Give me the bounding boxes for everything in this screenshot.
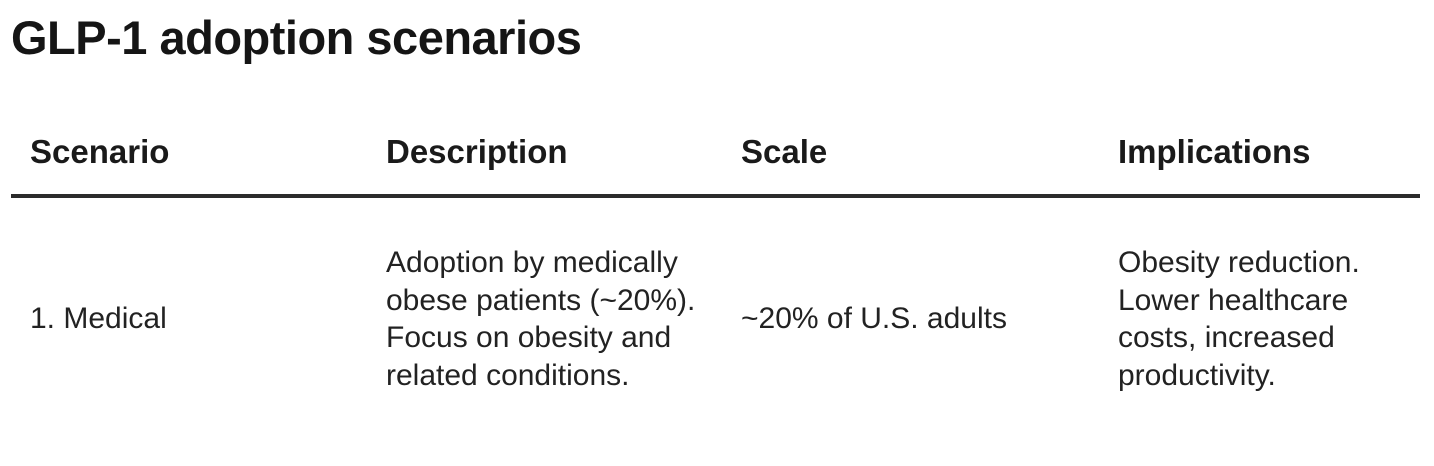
table-body: 1. Medical Adoption by medically obese p… (11, 196, 1420, 414)
scenarios-table: Scenario Description Scale Implications … (11, 120, 1420, 414)
cell-scenario: 1. Medical (30, 302, 167, 336)
scenarios-table-container: Scenario Description Scale Implications … (11, 120, 1420, 414)
column-header-implications: Implications (1099, 120, 1420, 198)
header-row: Scenario Description Scale Implications (11, 120, 1420, 198)
cell-description: Adoption by medically obese patients (~2… (386, 246, 696, 392)
table-header: Scenario Description Scale Implications (11, 120, 1420, 198)
column-header-scenario: Scenario (11, 120, 367, 198)
page-title: GLP-1 adoption scenarios (11, 11, 582, 64)
table-row: 1. Medical Adoption by medically obese p… (11, 196, 1420, 414)
cell-implications: Obesity reduction. Lower healthcare cost… (1118, 246, 1360, 392)
column-header-scale: Scale (722, 120, 1099, 198)
column-header-description: Description (367, 120, 722, 198)
cell-scale: ~20% of U.S. adults (741, 302, 1007, 336)
